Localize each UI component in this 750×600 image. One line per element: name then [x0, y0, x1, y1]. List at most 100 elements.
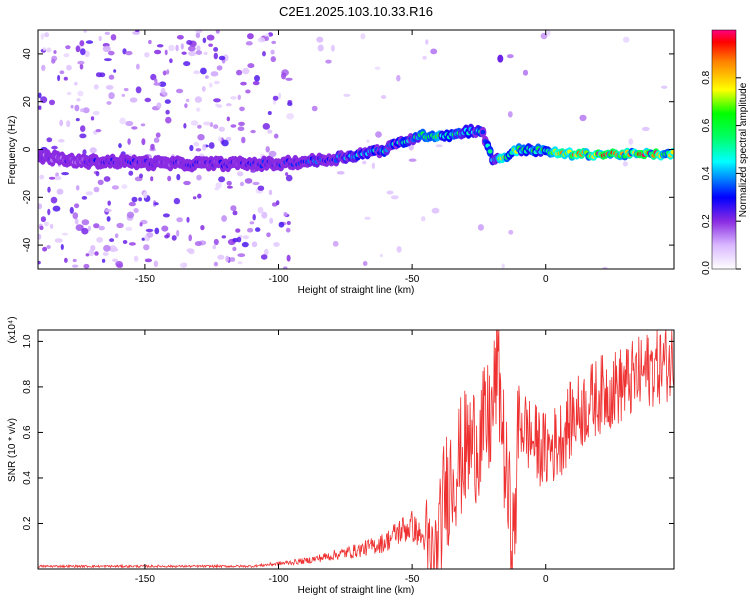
spectrogram-speckle [106, 216, 111, 222]
spectrogram-speckle [193, 70, 201, 75]
spectrogram-speckle [176, 217, 183, 223]
spectrogram-speckle [82, 107, 90, 114]
spectrogram-speckle [109, 238, 115, 243]
spectrogram-speckle [60, 244, 64, 250]
spectrogram-speckle [196, 174, 202, 181]
spectrogram-speckle [236, 236, 242, 243]
spectrogram-speckle [221, 215, 228, 222]
spectrogram-speckle [522, 69, 529, 76]
spectrogram-speckle [250, 129, 256, 134]
spectrogram-speckle [66, 120, 71, 128]
snr-y-tick-label: 0.4 [22, 471, 33, 485]
spectrogram-speckle [201, 86, 206, 92]
spectrogram-speckle [195, 50, 203, 55]
spectrogram-speckle [221, 235, 226, 239]
spectrogram-speckle [129, 97, 138, 103]
spectrogram-speckle [252, 214, 256, 221]
spectrogram-speckle [282, 266, 288, 269]
spectrogram-y-tick-label: 20 [22, 96, 33, 108]
spectrogram-speckle [83, 30, 87, 33]
spectrogram-speckle [102, 252, 109, 256]
snr-x-label: Height of straight line (km) [298, 585, 415, 596]
spectrogram-speckle [126, 211, 135, 219]
spectrogram-speckle [38, 260, 41, 265]
spectrogram-speckle [93, 186, 100, 193]
spectrogram-speckle [139, 173, 143, 179]
spectrogram-speckle [276, 200, 280, 206]
spectrogram-speckle [154, 78, 158, 83]
spectrogram-speckle [390, 195, 399, 200]
colorbar-gradient [711, 29, 737, 270]
spectrogram-speckle [364, 216, 371, 220]
spectrogram-speckle [245, 41, 253, 46]
spectrogram-speckle [213, 124, 219, 129]
spectrogram-speckle [143, 244, 150, 251]
spectrogram-speckle [128, 242, 136, 246]
spectrogram-speckle [375, 131, 382, 138]
spectrogram-speckle [267, 129, 273, 134]
spectrogram-speckle [190, 120, 199, 126]
spectrogram-speckle [162, 92, 168, 96]
spectrogram-speckle [66, 64, 72, 71]
spectrogram-x-tick-label: -50 [405, 274, 420, 285]
spectrogram-speckle [150, 73, 157, 81]
spectrogram-speckle [77, 90, 84, 97]
spectrogram-speckle [422, 55, 427, 60]
spectrogram-speckle [237, 261, 243, 265]
spectrogram-speckle [93, 84, 99, 90]
spectrogram-speckle [188, 248, 195, 255]
spectrogram-speckle [153, 260, 159, 268]
spectrogram-speckle [184, 103, 188, 109]
spectrogram-speckle [144, 52, 150, 58]
spectrogram-speckle [205, 75, 209, 79]
spectrogram-speckle [273, 133, 279, 139]
spectrogram-speckle [141, 237, 145, 241]
spectrogram-speckle [112, 258, 119, 263]
spectrogram-speckle [119, 117, 126, 125]
spectrogram-speckle [38, 105, 42, 110]
spectrogram-speckle [332, 240, 339, 247]
snr-x-tick-label: -100 [268, 574, 288, 585]
spectrogram-speckle [40, 33, 45, 40]
spectrogram-speckle [336, 171, 345, 175]
spectrogram-speckle [232, 210, 238, 216]
spectrogram-speckle [316, 36, 324, 43]
spectrogram-speckle [285, 77, 293, 81]
spectrogram-y-label: Frequency (Hz) [7, 116, 18, 185]
spectrogram-ridge-cell [480, 130, 486, 135]
spectrogram-speckle [197, 134, 205, 141]
spectrogram-speckle [118, 143, 122, 149]
spectrogram-speckle [153, 82, 161, 86]
spectrogram-speckle [247, 63, 255, 69]
spectrogram-x-tick-label: 0 [543, 274, 549, 285]
spectrogram-speckle [260, 254, 268, 260]
spectrogram-speckle [501, 263, 505, 269]
spectrogram-speckle [183, 180, 191, 186]
spectrogram-speckle [164, 234, 170, 239]
spectrogram-speckle [179, 262, 188, 269]
spectrogram-speckle [104, 58, 112, 62]
spectrogram-speckle [213, 47, 219, 52]
spectrogram-speckle [271, 40, 277, 45]
spectrogram-speckle [311, 105, 318, 112]
spectrogram-speckle [236, 69, 243, 76]
spectrogram-speckle [144, 258, 152, 263]
spectrogram-speckle [237, 171, 244, 177]
spectrogram-speckle [140, 123, 146, 127]
spectrogram-speckle [371, 162, 375, 169]
spectrogram-speckle [197, 124, 202, 129]
spectrogram-speckle [39, 174, 45, 180]
spectrogram-speckle [273, 242, 280, 247]
spectrogram-speckle [165, 116, 172, 124]
spectrogram-speckle [127, 138, 131, 145]
spectrogram-speckle [125, 226, 133, 231]
spectrogram-speckle [230, 205, 237, 212]
spectrogram-speckle [262, 123, 270, 130]
spectrogram-speckle [245, 89, 251, 94]
spectrogram-speckle [46, 47, 52, 53]
spectrogram-speckle [80, 108, 85, 113]
spectrogram-speckle [252, 81, 260, 86]
spectrogram-speckle [193, 141, 200, 147]
spectrogram-speckle [283, 212, 288, 217]
spectrogram-speckle [125, 120, 134, 127]
